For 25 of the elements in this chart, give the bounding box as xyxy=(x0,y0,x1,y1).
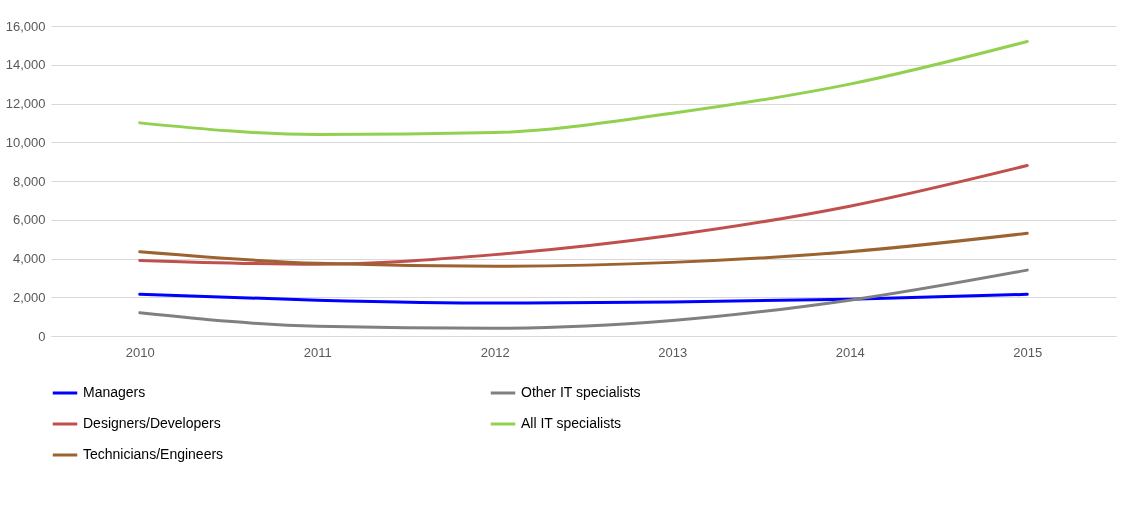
line-series xyxy=(138,268,1029,330)
y-tick-label: 8,000 xyxy=(12,173,46,189)
legend-label: All IT specialists xyxy=(521,415,622,431)
legend-label: Managers xyxy=(83,384,146,400)
y-tick-label: 6,000 xyxy=(12,212,46,228)
line-series xyxy=(138,40,1029,136)
x-tick-label: 2013 xyxy=(658,344,688,360)
legend-label: Other IT specialists xyxy=(521,384,641,400)
y-tick-label: 12,000 xyxy=(5,96,46,111)
y-tick-label: 4,000 xyxy=(12,251,46,266)
y-tick-label: 16,000 xyxy=(5,18,46,34)
y-tick-label: 14,000 xyxy=(5,57,46,73)
x-tick-label: 2015 xyxy=(1013,344,1043,360)
line-series xyxy=(138,292,1029,305)
x-tick-label: 2012 xyxy=(480,344,510,360)
line-series xyxy=(138,231,1029,268)
y-tick-label: 2,000 xyxy=(12,289,46,305)
legend-label: Designers/Developers xyxy=(83,415,221,431)
x-tick-label: 2014 xyxy=(835,344,865,360)
y-tick-label: 0 xyxy=(38,328,46,344)
x-tick-label: 2010 xyxy=(125,344,155,360)
x-tick-label: 2011 xyxy=(303,344,332,360)
legend-label: Technicians/Engineers xyxy=(83,446,224,462)
line-series xyxy=(138,164,1029,266)
y-tick-label: 10,000 xyxy=(5,134,46,150)
